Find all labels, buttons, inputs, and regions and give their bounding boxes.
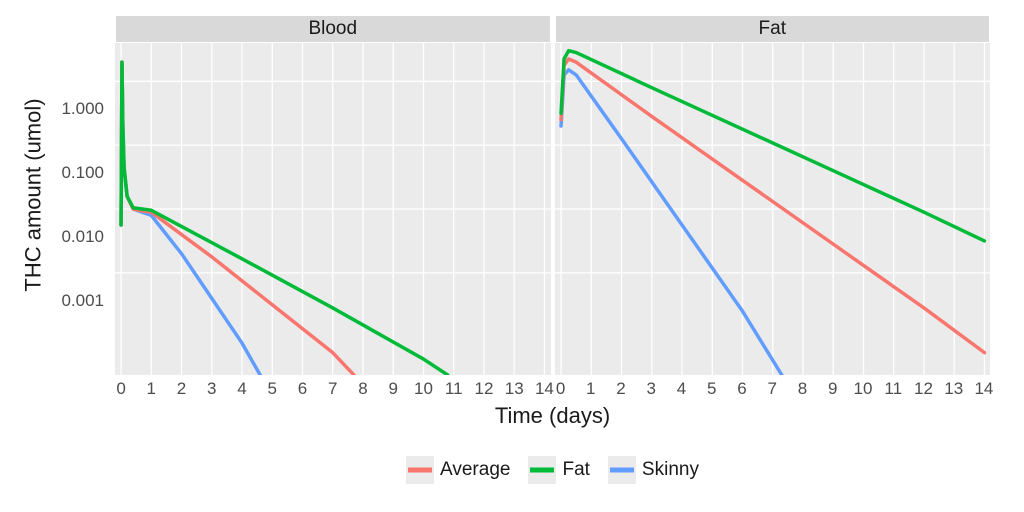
x-tick-label: 2 <box>177 379 186 399</box>
x-tick-label: 6 <box>298 379 307 399</box>
x-tick-label: 11 <box>445 379 463 399</box>
facet-panel: Blood <box>115 15 551 375</box>
legend-item: Fat <box>528 456 589 484</box>
series-line-fat <box>121 62 448 375</box>
legend-item: Skinny <box>608 456 699 484</box>
x-axis-title: Time (days) <box>115 403 990 429</box>
x-axis-ticks-row: 0123456789101112131401234567891011121314 <box>115 375 990 403</box>
x-tick-label: 5 <box>268 379 277 399</box>
y-tick-label: 0.001 <box>61 291 104 311</box>
x-tick-label: 9 <box>389 379 398 399</box>
x-tick-label: 8 <box>798 379 807 399</box>
x-tick-label: 13 <box>505 379 524 399</box>
y-axis-title: THC amount (umol) <box>20 15 48 375</box>
x-tick-label: 14 <box>974 379 993 399</box>
x-tick-label: 10 <box>854 379 873 399</box>
x-tick-label: 0 <box>556 379 565 399</box>
y-tick-label: 1.000 <box>61 99 104 119</box>
x-tick-label: 3 <box>647 379 656 399</box>
x-tick-label: 2 <box>616 379 625 399</box>
x-tick-label: 7 <box>328 379 337 399</box>
facet-panels: BloodFat <box>115 15 990 375</box>
x-tick-label: 9 <box>828 379 837 399</box>
y-tick-label: 0.100 <box>61 163 104 183</box>
x-tick-label: 5 <box>707 379 716 399</box>
x-ticks-panel: 01234567891011121314 <box>115 375 551 403</box>
y-axis-ticks: 0.001 0.010 0.100 1.000 <box>48 43 110 375</box>
legend-key <box>528 456 556 484</box>
panel-plot-area <box>115 43 551 375</box>
x-tick-label: 14 <box>535 379 554 399</box>
series-line-skinny <box>121 62 260 375</box>
x-tick-label: 12 <box>914 379 933 399</box>
thc-pharmacokinetics-figure: THC amount (umol) 0.001 0.010 0.100 1.000 B… <box>20 10 1004 502</box>
legend-key <box>608 456 636 484</box>
x-tick-label: 10 <box>414 379 433 399</box>
x-tick-label: 11 <box>884 379 902 399</box>
x-tick-label: 0 <box>116 379 125 399</box>
x-tick-label: 1 <box>147 379 156 399</box>
x-tick-label: 4 <box>677 379 686 399</box>
legend-key <box>406 456 434 484</box>
x-tick-label: 1 <box>586 379 595 399</box>
legend-label: Fat <box>562 459 589 481</box>
x-tick-label: 7 <box>768 379 777 399</box>
panel-plot-area <box>555 43 991 375</box>
x-tick-label: 3 <box>207 379 216 399</box>
x-tick-label: 6 <box>737 379 746 399</box>
legend-label: Skinny <box>642 459 699 481</box>
panel-strip-title: Fat <box>555 15 991 43</box>
legend-label: Average <box>440 459 510 481</box>
x-ticks-panel: 01234567891011121314 <box>555 375 991 403</box>
x-tick-label: 4 <box>237 379 246 399</box>
x-tick-label: 13 <box>944 379 963 399</box>
legend-item: Average <box>406 456 510 484</box>
y-tick-label: 0.010 <box>61 227 104 247</box>
panel-strip-title: Blood <box>115 15 551 43</box>
legend: Average Fat Skinny <box>115 450 990 490</box>
series-line-skinny <box>561 70 782 375</box>
x-tick-label: 12 <box>474 379 493 399</box>
facet-panel: Fat <box>555 15 991 375</box>
x-tick-label: 8 <box>358 379 367 399</box>
